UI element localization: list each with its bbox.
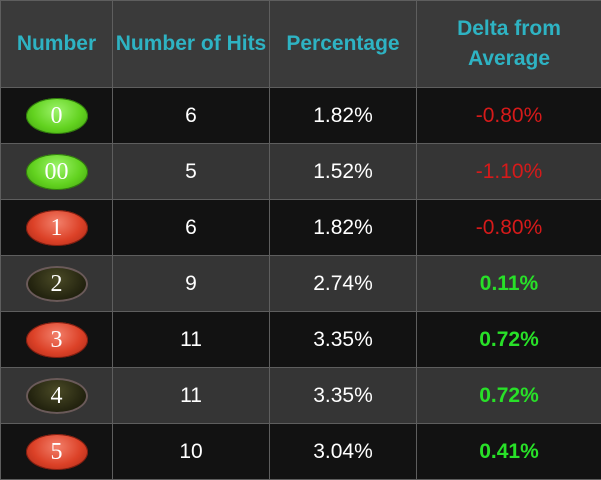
- delta-cell: -1.10%: [417, 144, 601, 200]
- hits-cell: 10: [113, 424, 270, 480]
- header-row: Number Number of Hits Percentage Delta f…: [1, 1, 601, 88]
- delta-cell: 0.41%: [417, 424, 601, 480]
- hits-cell: 11: [113, 368, 270, 424]
- table-row: 00 5 1.52% -1.10%: [1, 144, 601, 200]
- number-cell: 2: [1, 256, 113, 312]
- hits-cell: 9: [113, 256, 270, 312]
- number-cell: 5: [1, 424, 113, 480]
- table-row: 0 6 1.82% -0.80%: [1, 88, 601, 144]
- percentage-cell: 2.74%: [270, 256, 417, 312]
- header-number: Number: [1, 1, 113, 88]
- roulette-ball: 0: [26, 98, 88, 134]
- roulette-ball: 1: [26, 210, 88, 246]
- hits-cell: 6: [113, 88, 270, 144]
- table-row: 1 6 1.82% -0.80%: [1, 200, 601, 256]
- delta-cell: 0.72%: [417, 312, 601, 368]
- delta-cell: -0.80%: [417, 88, 601, 144]
- hits-cell: 6: [113, 200, 270, 256]
- percentage-cell: 1.82%: [270, 88, 417, 144]
- number-cell: 1: [1, 200, 113, 256]
- number-cell: 3: [1, 312, 113, 368]
- roulette-ball: 3: [26, 322, 88, 358]
- table-row: 5 10 3.04% 0.41%: [1, 424, 601, 480]
- table-row: 2 9 2.74% 0.11%: [1, 256, 601, 312]
- number-cell: 0: [1, 88, 113, 144]
- hits-cell: 5: [113, 144, 270, 200]
- percentage-cell: 1.52%: [270, 144, 417, 200]
- header-percentage: Percentage: [270, 1, 417, 88]
- roulette-ball: 4: [26, 378, 88, 414]
- number-cell: 4: [1, 368, 113, 424]
- hits-cell: 11: [113, 312, 270, 368]
- number-cell: 00: [1, 144, 113, 200]
- header-hits: Number of Hits: [113, 1, 270, 88]
- roulette-ball: 00: [26, 154, 88, 190]
- delta-cell: -0.80%: [417, 200, 601, 256]
- percentage-cell: 1.82%: [270, 200, 417, 256]
- delta-cell: 0.11%: [417, 256, 601, 312]
- table-row: 3 11 3.35% 0.72%: [1, 312, 601, 368]
- roulette-ball: 2: [26, 266, 88, 302]
- percentage-cell: 3.35%: [270, 312, 417, 368]
- percentage-cell: 3.04%: [270, 424, 417, 480]
- table-row: 4 11 3.35% 0.72%: [1, 368, 601, 424]
- roulette-ball: 5: [26, 434, 88, 470]
- percentage-cell: 3.35%: [270, 368, 417, 424]
- header-delta: Delta from Average: [417, 1, 601, 88]
- delta-cell: 0.72%: [417, 368, 601, 424]
